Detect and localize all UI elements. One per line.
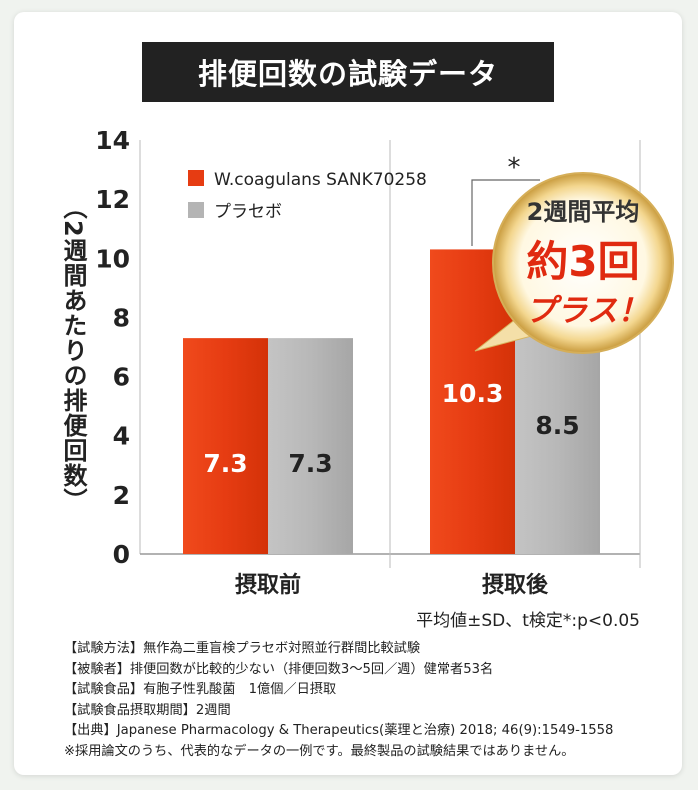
y-tick-label: 6 — [113, 363, 130, 392]
note-line: ※採用論文のうち、代表的なデータの一例です。最終製品の試験結果ではありません。 — [64, 743, 575, 759]
y-tick-label: 0 — [113, 540, 130, 569]
x-tick-label: 摂取後 — [482, 572, 549, 598]
y-tick-label: 4 — [113, 422, 130, 451]
note-line: 【出典】Japanese Pharmacology & Therapeutics… — [64, 723, 614, 738]
note-line: 【試験方法】無作為二重盲検プラセボ対照並行群間比較試験 — [64, 641, 421, 656]
note-line: 【試験食品】有胞子性乳酸菌 1億個／日摂取 — [64, 682, 337, 697]
bar-value-label: 7.3 — [203, 449, 247, 478]
x-tick-label: 摂取前 — [235, 572, 301, 598]
y-tick-label: 14 — [95, 126, 130, 155]
note-line: 【試験食品摂取期間】2週間 — [64, 702, 231, 718]
legend-swatch — [188, 170, 204, 186]
y-tick-label: 10 — [95, 244, 130, 273]
note-line: 【被験者】排便回数が比較的少ない（排便回数3～5回／週）健常者53名 — [64, 661, 494, 677]
significance-mark: * — [508, 153, 521, 183]
study-notes: 【試験方法】無作為二重盲検プラセボ対照並行群間比較試験 【被験者】排便回数が比較… — [64, 639, 664, 762]
bar-value-label: 8.5 — [535, 411, 579, 440]
chart-title: 排便回数の試験データ — [142, 42, 554, 102]
y-tick-label: 12 — [95, 185, 130, 214]
badge-line3: プラス！ — [525, 293, 648, 329]
stats-note: 平均値±SD、t検定*:p<0.05 — [416, 611, 640, 631]
legend-label: W.coagulans SANK70258 — [214, 170, 427, 190]
badge-circle — [492, 172, 674, 354]
bar-value-label: 7.3 — [288, 449, 332, 478]
badge-line2: 約3回 — [526, 237, 639, 286]
legend-swatch — [188, 202, 204, 218]
y-axis-label: （2週間あたりの排便回数） — [59, 195, 87, 513]
badge-line1: 2週間平均 — [527, 198, 640, 226]
bar — [183, 338, 268, 554]
y-tick-label: 8 — [113, 303, 130, 332]
bar-value-label: 10.3 — [442, 379, 504, 408]
legend-label: プラセボ — [214, 202, 282, 222]
y-tick-label: 2 — [113, 481, 130, 510]
significance-bracket — [471, 179, 540, 246]
bar — [268, 338, 353, 554]
